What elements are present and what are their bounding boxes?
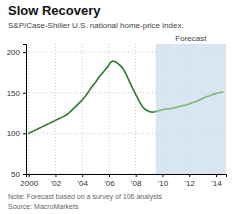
tick: 100 [7, 129, 26, 138]
tick-label: '14 [211, 179, 222, 188]
tick: '10 [158, 174, 169, 188]
tick-label: '10 [158, 179, 169, 188]
tick-mark [216, 174, 217, 177]
tick-mark [162, 174, 163, 177]
axis-line [27, 175, 227, 178]
source: Source: MacroMarkets [8, 203, 79, 210]
tick: 200 [7, 48, 26, 57]
tick-mark [23, 174, 26, 175]
tick-mark [136, 174, 137, 177]
region-label: Forecast [175, 34, 207, 43]
tick-mark [82, 174, 83, 177]
tick-mark [23, 133, 26, 134]
tick-label: '06 [104, 179, 115, 188]
tick-mark [23, 52, 26, 53]
tick-label: '12 [184, 179, 195, 188]
title: Slow Recovery [8, 3, 101, 18]
tick-label: '02 [51, 179, 62, 188]
grid-line [28, 44, 29, 174]
grid-line [55, 44, 56, 174]
grid [26, 44, 226, 174]
x-axis: 2000 '02 '04 '06 '08 '10 '12 '14 [20, 174, 226, 188]
grid-line [135, 44, 136, 174]
tick: 50 [11, 170, 26, 179]
tick: 150 [7, 89, 26, 98]
tick: '06 [104, 174, 115, 188]
tick: '04 [77, 174, 88, 188]
shaded-region [156, 44, 226, 174]
line [29, 61, 156, 133]
tick-mark [109, 174, 110, 177]
tick: '08 [131, 174, 142, 188]
tick-mark [29, 174, 30, 177]
tick-mark [55, 174, 56, 177]
tick: '02 [51, 174, 62, 188]
line [156, 92, 223, 112]
chart: 2000 '02 '04 '06 '08 '10 '12 '14 50 100 150 200 Slow… [0, 0, 236, 214]
tick-mark [23, 93, 26, 94]
tick-label: '08 [131, 179, 142, 188]
grid-line [82, 44, 83, 174]
axis-line [23, 45, 27, 175]
tick-label: 150 [7, 89, 21, 98]
tick: '14 [211, 174, 222, 188]
tick-label: 200 [7, 48, 21, 57]
y-axis: 50 100 150 200 [7, 45, 27, 180]
tick-mark [189, 174, 190, 177]
tick-label: 50 [11, 170, 20, 179]
tick-label: 2000 [20, 179, 38, 188]
tick-label: '04 [77, 179, 88, 188]
plot-area [29, 44, 226, 174]
subtitle: S&P/Case-Shiller U.S. national home-pric… [8, 21, 184, 30]
tick: 2000 [20, 174, 38, 188]
note: Note: Forecast based on a survey of 106 … [8, 193, 163, 201]
tick: '12 [184, 174, 195, 188]
tick-label: 100 [7, 129, 21, 138]
